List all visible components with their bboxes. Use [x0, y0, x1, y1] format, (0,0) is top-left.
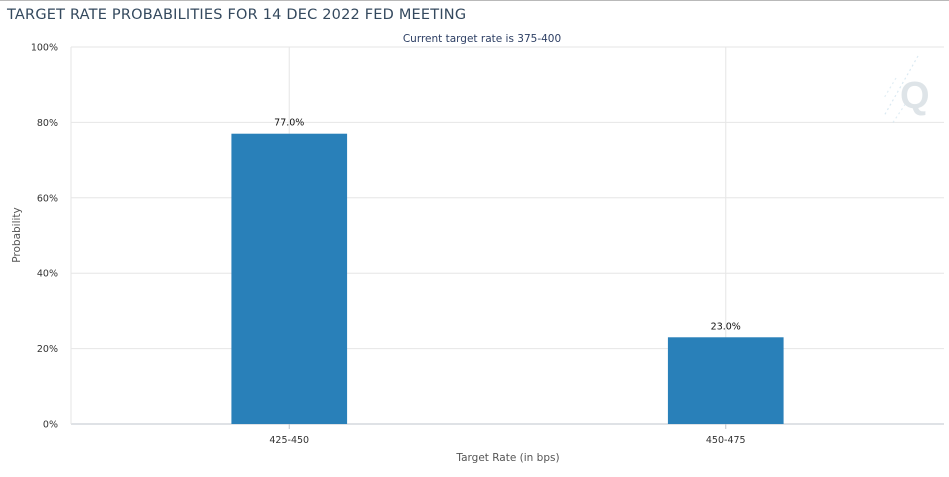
svg-text:Q: Q: [900, 75, 930, 117]
page-title: TARGET RATE PROBABILITIES FOR 14 DEC 202…: [7, 7, 467, 23]
y-axis-ticks: 0% 20% 40% 60% 80% 100%: [31, 43, 58, 431]
chart-subtitle: Current target rate is 375-400: [403, 33, 561, 45]
x-tick-label: 425-450: [269, 435, 309, 446]
y-tick-label: 40%: [37, 269, 58, 280]
bar-450-475: [667, 337, 784, 424]
y-tick-label: 80%: [37, 118, 58, 129]
grid-lines: [70, 46, 944, 425]
y-tick-label: 0%: [43, 420, 58, 431]
data-labels: 77.0% 23.0%: [274, 118, 741, 333]
y-tick-label: 20%: [37, 344, 58, 355]
data-label: 77.0%: [274, 118, 304, 129]
top-border: [0, 0, 949, 1]
y-tick-label: 60%: [37, 193, 58, 204]
x-axis-title: Target Rate (in bps): [455, 452, 559, 464]
y-axis-title: Probability: [11, 207, 23, 263]
q-logo-icon: Q: [883, 55, 930, 125]
data-label: 23.0%: [711, 321, 741, 332]
bars: [231, 133, 784, 424]
x-tick-label: 450-475: [706, 435, 746, 446]
x-axis-ticks: 425-450 450-475: [269, 424, 746, 446]
y-tick-label: 100%: [31, 43, 58, 54]
bar-425-450: [231, 133, 348, 424]
